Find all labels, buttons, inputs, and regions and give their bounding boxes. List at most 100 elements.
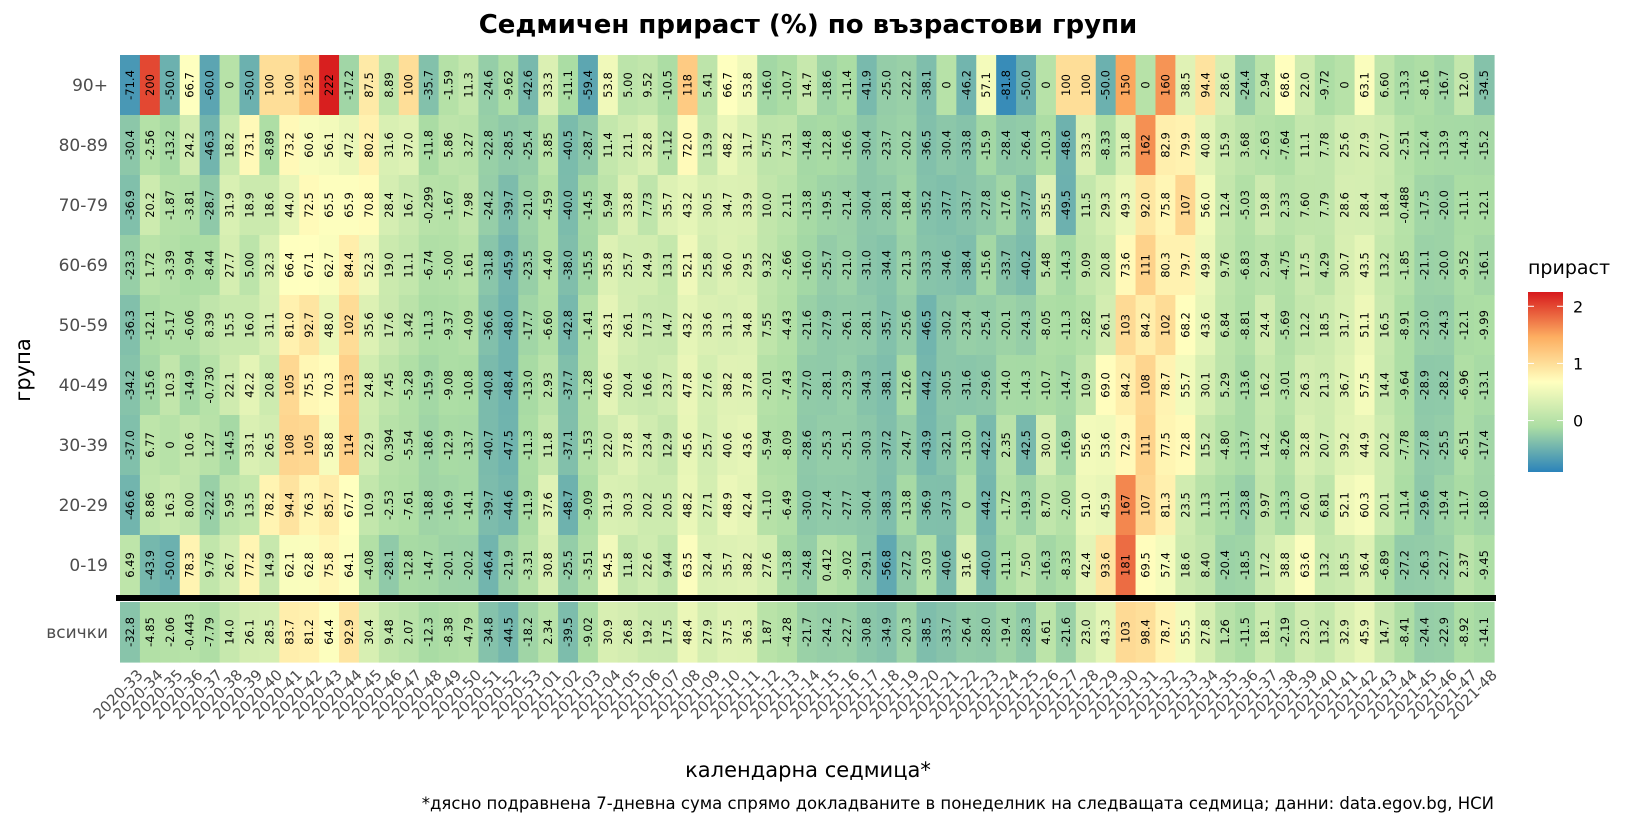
heatmap-cell [936,175,957,236]
cell-value-label: 103 [1119,314,1133,336]
heatmap-cell [936,235,957,296]
heatmap-cell [1394,55,1415,116]
cell-value-label: 31.7 [1338,312,1352,338]
heatmap-cell [1354,115,1376,176]
heatmap-cell [1294,175,1316,236]
heatmap-cell [1195,475,1216,536]
cell-value-label: 31.8 [1119,132,1133,158]
cell-value-label: -6.06 [183,310,197,340]
heatmap-cell [1314,235,1336,296]
heatmap-cell [816,235,838,296]
cell-value-label: 64.1 [342,552,356,578]
heatmap-cell [1414,535,1435,596]
cell-value-label: 75.5 [302,372,316,398]
cell-value-label: 28.4 [1358,192,1372,218]
cell-value-label: -34.9 [880,617,894,647]
cell-value-label: -11.9 [521,490,535,520]
cell-value-label: 20.8 [1099,252,1113,278]
cell-value-label: -11.5 [1238,617,1252,647]
cell-value-label: -40.8 [481,370,495,400]
cell-value-label: 6.60 [1377,72,1391,98]
heatmap-cell [299,415,320,476]
cell-value-label: 42.4 [1079,552,1093,578]
heatmap-cell [1135,535,1157,596]
cell-value-label: -14.5 [223,430,237,460]
cell-value-label: -25.1 [840,430,854,460]
cell-value-label: 0 [1338,81,1352,88]
cell-value-label: -8.26 [1278,430,1292,460]
cell-value-label: -4.08 [362,550,376,580]
cell-value-label: -25.5 [561,550,575,580]
cell-value-label: 48.4 [681,619,695,645]
heatmap-cell [1474,55,1495,116]
cell-value-label: 11.1 [402,252,416,278]
heatmap-cell [996,475,1017,536]
cell-value-label: -38.0 [561,250,575,280]
heatmap-cell [358,415,380,476]
cell-value-label: 111 [1139,434,1153,456]
cell-value-label: -22.2 [203,490,217,520]
cell-value-label: -12.8 [402,550,416,580]
cell-value-label: 4.29 [1318,252,1332,278]
cell-value-label: -20.1 [999,310,1013,340]
heatmap-cell [1414,55,1435,116]
heatmap-cell [518,175,539,236]
heatmap-cell [836,355,858,416]
heatmap-cell [139,175,161,236]
heatmap-cell [120,115,141,176]
heatmap-cell [199,602,221,663]
cell-value-label: 27.8 [1198,619,1212,645]
cell-value-label: 54.5 [601,552,615,578]
heatmap-cell [777,415,798,476]
heatmap-cell [1434,175,1455,236]
heatmap-cell [438,295,460,356]
heatmap-cell [1314,355,1336,416]
cell-value-label: -31.6 [959,370,973,400]
heatmap-cell [339,535,360,596]
heatmap-cell [916,175,938,236]
cell-value-label: 16.0 [242,312,256,338]
heatmap-cell [1255,55,1276,116]
cell-value-label: 43.1 [601,312,615,338]
cell-value-label: -12.4 [1417,130,1431,160]
cell-value-label: -26.3 [1417,550,1431,580]
cell-value-label: -34.2 [123,370,137,400]
cell-value-label: 18.1 [1258,619,1272,645]
cell-value-label: -8.44 [203,250,217,280]
heatmap-cell [279,115,300,176]
heatmap-cell [816,475,838,536]
heatmap-cell [578,235,599,296]
heatmap-cell [339,295,360,356]
cell-value-label: -4.59 [541,190,555,220]
cell-value-label: -25.7 [820,250,834,280]
heatmap-cell [797,602,818,663]
cell-value-label: 9.44 [661,552,675,578]
heatmap-cell [1274,355,1296,416]
cell-value-label: -21.6 [1059,617,1073,647]
cell-value-label: 23.4 [641,432,655,458]
heatmap-cell [239,602,260,663]
cell-value-label: 56.1 [322,132,336,158]
cell-value-label: 20.1 [1377,492,1391,518]
cell-value-label: 105 [282,374,296,396]
cell-value-label: 26.3 [1298,372,1312,398]
cell-value-label: 113 [342,374,356,396]
cell-value-label: -34.6 [939,250,953,280]
cell-value-label: -13.1 [1218,490,1232,520]
heatmap-cell-labels: -71.4 200 -50.0 66.7 -60.0 0 -50.0 100 100 125 222… [123,70,1491,650]
heatmap-cell [1474,115,1495,176]
cell-value-label: -19.5 [820,190,834,220]
heatmap-cell [1075,602,1097,663]
cell-value-label: 7.98 [461,192,475,218]
heatmap-cell [1255,115,1276,176]
heatmap-cell [1354,355,1376,416]
chart-caption: *дясно подравнена 7-дневна сума спрямо д… [422,794,1494,813]
cell-value-label: -9.94 [183,250,197,280]
cell-value-label: 49.8 [1198,252,1212,278]
cell-value-label: 3.85 [541,132,555,158]
heatmap-cell [1354,295,1376,356]
heatmap-cell [179,415,201,476]
cell-value-label: -13.3 [1397,70,1411,100]
heatmap-cell [1195,535,1216,596]
